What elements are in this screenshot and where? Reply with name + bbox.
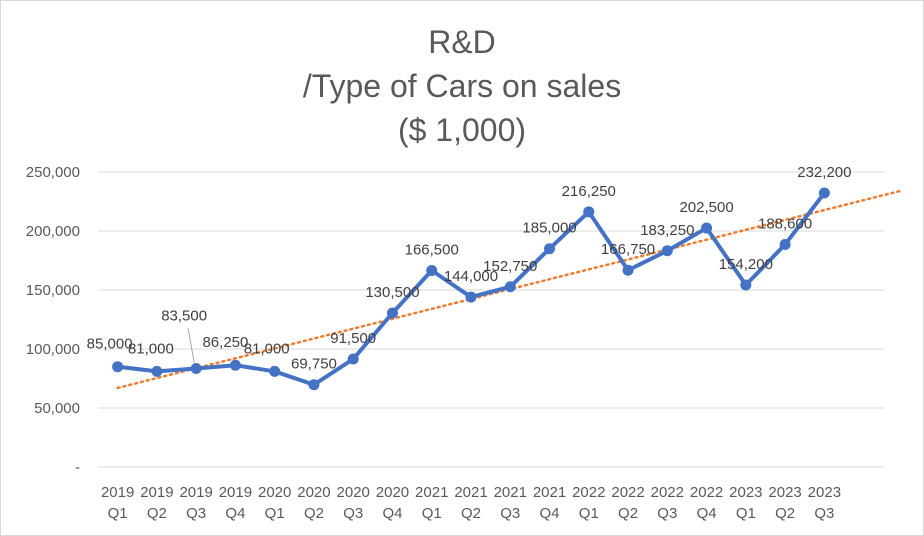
x-tick-quarter: Q1 xyxy=(422,505,442,522)
data-label: 152,750 xyxy=(483,258,537,275)
data-labels: 85,00081,00083,50086,25081,00069,75091,5… xyxy=(87,164,852,373)
x-tick-year: 2019 xyxy=(140,484,173,501)
data-point xyxy=(818,187,830,199)
data-label: 202,500 xyxy=(679,199,733,216)
data-label: 81,000 xyxy=(244,340,290,357)
x-tick-quarter: Q2 xyxy=(775,505,795,522)
data-label: 85,000 xyxy=(87,336,133,353)
x-tick-year: 2021 xyxy=(415,484,448,501)
data-label: 183,250 xyxy=(640,222,694,239)
chart-title: R&D /Type of Cars on sales ($ 1,000) xyxy=(0,20,924,152)
x-tick-quarter: Q3 xyxy=(343,505,363,522)
data-point xyxy=(701,222,713,234)
data-point xyxy=(779,238,791,250)
data-point xyxy=(661,245,673,257)
series-line xyxy=(117,191,826,387)
y-tick-label: 100,000 xyxy=(26,341,80,358)
x-tick-year: 2021 xyxy=(494,484,527,501)
data-point xyxy=(426,265,438,277)
data-label: 216,250 xyxy=(562,183,616,200)
x-tick-year: 2019 xyxy=(101,484,134,501)
x-tick-quarter: Q1 xyxy=(736,505,756,522)
x-tick-year: 2023 xyxy=(729,484,762,501)
chart-title-line-2: /Type of Cars on sales xyxy=(302,68,622,104)
x-tick-year: 2022 xyxy=(611,484,644,501)
x-tick-quarter: Q1 xyxy=(108,505,128,522)
data-label: 232,200 xyxy=(797,164,851,181)
x-tick-quarter: Q3 xyxy=(814,505,834,522)
x-tick-year: 2021 xyxy=(533,484,566,501)
data-point xyxy=(544,243,556,255)
data-label: 91,500 xyxy=(330,330,376,347)
x-tick-quarter: Q2 xyxy=(461,505,481,522)
data-point xyxy=(504,281,516,293)
x-tick-quarter: Q2 xyxy=(304,505,324,522)
x-tick-quarter: Q4 xyxy=(382,505,402,522)
y-axis-tick-labels: - 50,000 100,000 150,000 200,000 250,000 xyxy=(26,164,80,476)
x-tick-year: 2022 xyxy=(651,484,684,501)
data-label: 83,500 xyxy=(161,307,207,324)
data-point xyxy=(269,365,281,377)
data-label-leader-line xyxy=(187,328,195,363)
x-tick-quarter: Q4 xyxy=(225,505,245,522)
chart-title-line-3: ($ 1,000) xyxy=(397,112,527,148)
data-point xyxy=(151,365,163,377)
data-point xyxy=(465,291,477,303)
y-tick-label: - xyxy=(75,459,80,476)
data-label: 130,500 xyxy=(365,284,419,301)
data-label: 166,750 xyxy=(601,241,655,258)
data-label: 69,750 xyxy=(291,356,337,373)
x-tick-year: 2020 xyxy=(297,484,330,501)
x-tick-quarter: Q2 xyxy=(618,505,638,522)
x-axis-tick-labels: 2019 Q1 2019 Q2 2019 Q3 2019 Q4 2020 Q1 2020 Q2 2020… xyxy=(101,484,841,522)
x-tick-year: 2023 xyxy=(808,484,841,501)
y-tick-label: 250,000 xyxy=(26,164,80,181)
data-label: 144,000 xyxy=(444,268,498,285)
x-tick-year: 2021 xyxy=(454,484,487,501)
data-label: 154,200 xyxy=(719,256,773,273)
x-tick-year: 2019 xyxy=(179,484,212,501)
x-tick-quarter: Q1 xyxy=(579,505,599,522)
y-tick-label: 150,000 xyxy=(26,282,80,299)
data-label: 185,000 xyxy=(522,220,576,237)
series-layer xyxy=(112,187,830,391)
data-point xyxy=(190,362,202,374)
data-point xyxy=(347,353,359,365)
x-tick-year: 2022 xyxy=(690,484,723,501)
x-tick-quarter: Q1 xyxy=(265,505,285,522)
x-tick-year: 2020 xyxy=(337,484,370,501)
x-tick-quarter: Q3 xyxy=(657,505,677,522)
data-point xyxy=(583,206,595,218)
data-label: 166,500 xyxy=(405,242,459,259)
x-tick-quarter: Q2 xyxy=(147,505,167,522)
x-tick-year: 2019 xyxy=(219,484,252,501)
data-point xyxy=(112,361,124,373)
x-tick-year: 2022 xyxy=(572,484,605,501)
data-point xyxy=(740,279,752,291)
data-point xyxy=(386,307,398,319)
data-label: 86,250 xyxy=(202,334,248,351)
data-label: 81,000 xyxy=(128,340,174,357)
data-point xyxy=(622,264,634,276)
x-tick-quarter: Q4 xyxy=(540,505,560,522)
y-tick-label: 50,000 xyxy=(34,400,80,417)
x-tick-quarter: Q3 xyxy=(500,505,520,522)
x-tick-year: 2020 xyxy=(258,484,291,501)
data-point xyxy=(308,379,320,391)
x-tick-year: 2023 xyxy=(768,484,801,501)
y-tick-label: 200,000 xyxy=(26,223,80,240)
x-tick-year: 2020 xyxy=(376,484,409,501)
x-tick-quarter: Q3 xyxy=(186,505,206,522)
chart-title-line-1: R&D xyxy=(428,24,496,60)
data-label: 188,600 xyxy=(758,215,812,232)
gridlines xyxy=(98,171,884,468)
data-point xyxy=(229,359,241,371)
x-tick-quarter: Q4 xyxy=(697,505,717,522)
